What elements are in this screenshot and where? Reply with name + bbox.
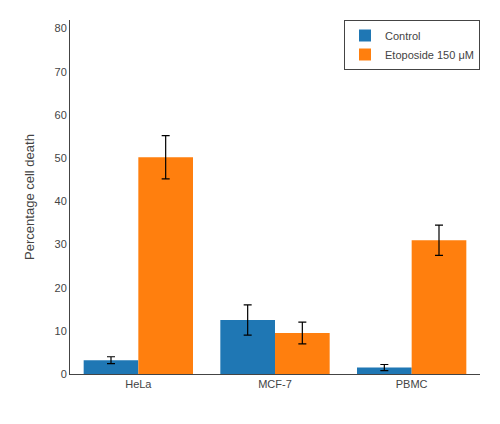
svg-text:50: 50 <box>55 152 67 164</box>
svg-text:PBMC: PBMC <box>396 378 428 390</box>
svg-text:70: 70 <box>55 66 67 78</box>
svg-text:0: 0 <box>61 368 67 380</box>
svg-text:30: 30 <box>55 238 67 250</box>
svg-text:HeLa: HeLa <box>125 378 152 390</box>
svg-text:80: 80 <box>55 22 67 34</box>
svg-text:Percentage cell death: Percentage cell death <box>22 134 37 260</box>
svg-text:40: 40 <box>55 195 67 207</box>
svg-text:MCF-7: MCF-7 <box>258 378 292 390</box>
svg-text:10: 10 <box>55 325 67 337</box>
svg-text:20: 20 <box>55 282 67 294</box>
svg-text:Control: Control <box>385 30 420 42</box>
svg-text:60: 60 <box>55 109 67 121</box>
svg-text:Etoposide 150 μM: Etoposide 150 μM <box>385 49 474 61</box>
